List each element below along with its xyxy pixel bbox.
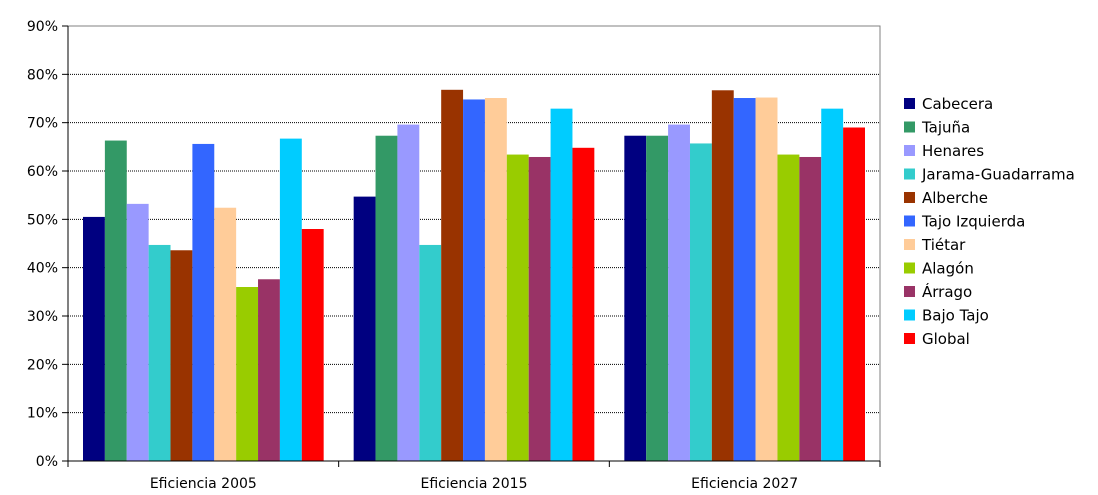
- bar-global-2: [572, 147, 595, 462]
- legend-swatch: [904, 98, 915, 109]
- y-tick-label: 0%: [36, 454, 58, 470]
- y-tick-label: 30%: [27, 309, 58, 325]
- legend-label: Cabecera: [922, 95, 993, 113]
- legend-swatch: [904, 215, 915, 227]
- x-category-label: Eficiencia 2005: [150, 476, 257, 492]
- bar-henares-1: [126, 203, 149, 461]
- bar-cabecera-3: [624, 135, 647, 461]
- bar-alag-n-1: [236, 287, 259, 461]
- y-tick-label: 90%: [27, 19, 58, 35]
- bar-tajo-izquierda-2: [463, 99, 485, 461]
- y-tick-label: 70%: [27, 116, 58, 132]
- y-tick-labels: 0% 10% 20% 30% 40% 50% 60% 70% 80% 90%: [27, 19, 58, 470]
- bar-alberche-3: [711, 90, 734, 462]
- bar-tajo-izquierda-3: [733, 98, 756, 462]
- legend-label: Henares: [922, 142, 984, 160]
- bar--rrago-3: [799, 156, 822, 461]
- legend-swatch: [904, 286, 915, 297]
- bar-global-1: [301, 229, 324, 461]
- bar-taju-a-3: [646, 135, 669, 461]
- legend-label: Tajo Izquierda: [921, 213, 1025, 231]
- bar-alag-n-3: [777, 154, 800, 462]
- bar-jarama-guadarrama-3: [689, 143, 712, 461]
- legend-swatch: [904, 192, 915, 203]
- bar-alberche-1: [170, 250, 193, 461]
- bar--rrago-2: [528, 156, 551, 461]
- bar-taju-a-2: [375, 135, 398, 461]
- legend-swatch: [904, 121, 915, 133]
- bar-henares-2: [397, 124, 420, 461]
- x-category-labels: Eficiencia 2005 Eficiencia 2015 Eficiencia…: [150, 476, 798, 492]
- bar-ti-tar-1: [214, 207, 237, 461]
- y-tick-label: 80%: [27, 67, 58, 83]
- y-tick-label: 60%: [27, 164, 58, 180]
- bar-tajo-izquierda-1: [192, 143, 215, 461]
- legend-label: Bajo Tajo: [922, 307, 989, 325]
- y-tick-label: 40%: [27, 261, 58, 277]
- x-category-label: Eficiencia 2015: [421, 476, 528, 492]
- bar-bajo-tajo-1: [279, 138, 302, 461]
- x-category-label: Eficiencia 2027: [691, 476, 798, 492]
- bar-henares-3: [668, 124, 690, 461]
- legend-swatch: [904, 145, 915, 156]
- y-tick-label: 20%: [27, 357, 58, 373]
- bar-jarama-guadarrama-2: [419, 244, 442, 461]
- bar-cabecera-2: [353, 196, 376, 461]
- bar-global-3: [843, 127, 865, 461]
- legend-label: Global: [922, 330, 970, 348]
- legend-label: Tiétar: [921, 236, 966, 254]
- bar-bajo-tajo-2: [550, 108, 573, 462]
- y-tick-label: 50%: [27, 212, 58, 228]
- legend-label: Alberche: [922, 189, 988, 207]
- axes: [62, 25, 881, 467]
- bar-ti-tar-2: [484, 98, 507, 462]
- bar-cabecera-1: [83, 216, 105, 461]
- bar--rrago-1: [258, 279, 280, 461]
- bar-taju-a-1: [104, 140, 127, 462]
- legend-swatch: [904, 239, 915, 250]
- legend-label: Alagón: [922, 260, 974, 278]
- bars: [83, 89, 865, 462]
- legend-swatch: [904, 333, 915, 344]
- legend-swatch: [904, 262, 915, 274]
- bar-alberche-2: [441, 89, 464, 462]
- legend-label: Jarama-Guadarrama: [921, 166, 1075, 184]
- legend-label: Tajuña: [921, 119, 970, 137]
- y-tick-label: 10%: [27, 406, 58, 422]
- bar-ti-tar-3: [755, 97, 778, 462]
- bar-jarama-guadarrama-1: [148, 244, 171, 461]
- legend-swatch: [904, 168, 915, 180]
- bar-alag-n-2: [506, 154, 529, 462]
- legend: Cabecera Tajuña Henares Jarama-Guadarrama Al…: [904, 95, 1075, 348]
- legend-swatch: [904, 309, 915, 321]
- legend-label: Árrago: [922, 282, 972, 301]
- bar-bajo-tajo-3: [821, 108, 844, 462]
